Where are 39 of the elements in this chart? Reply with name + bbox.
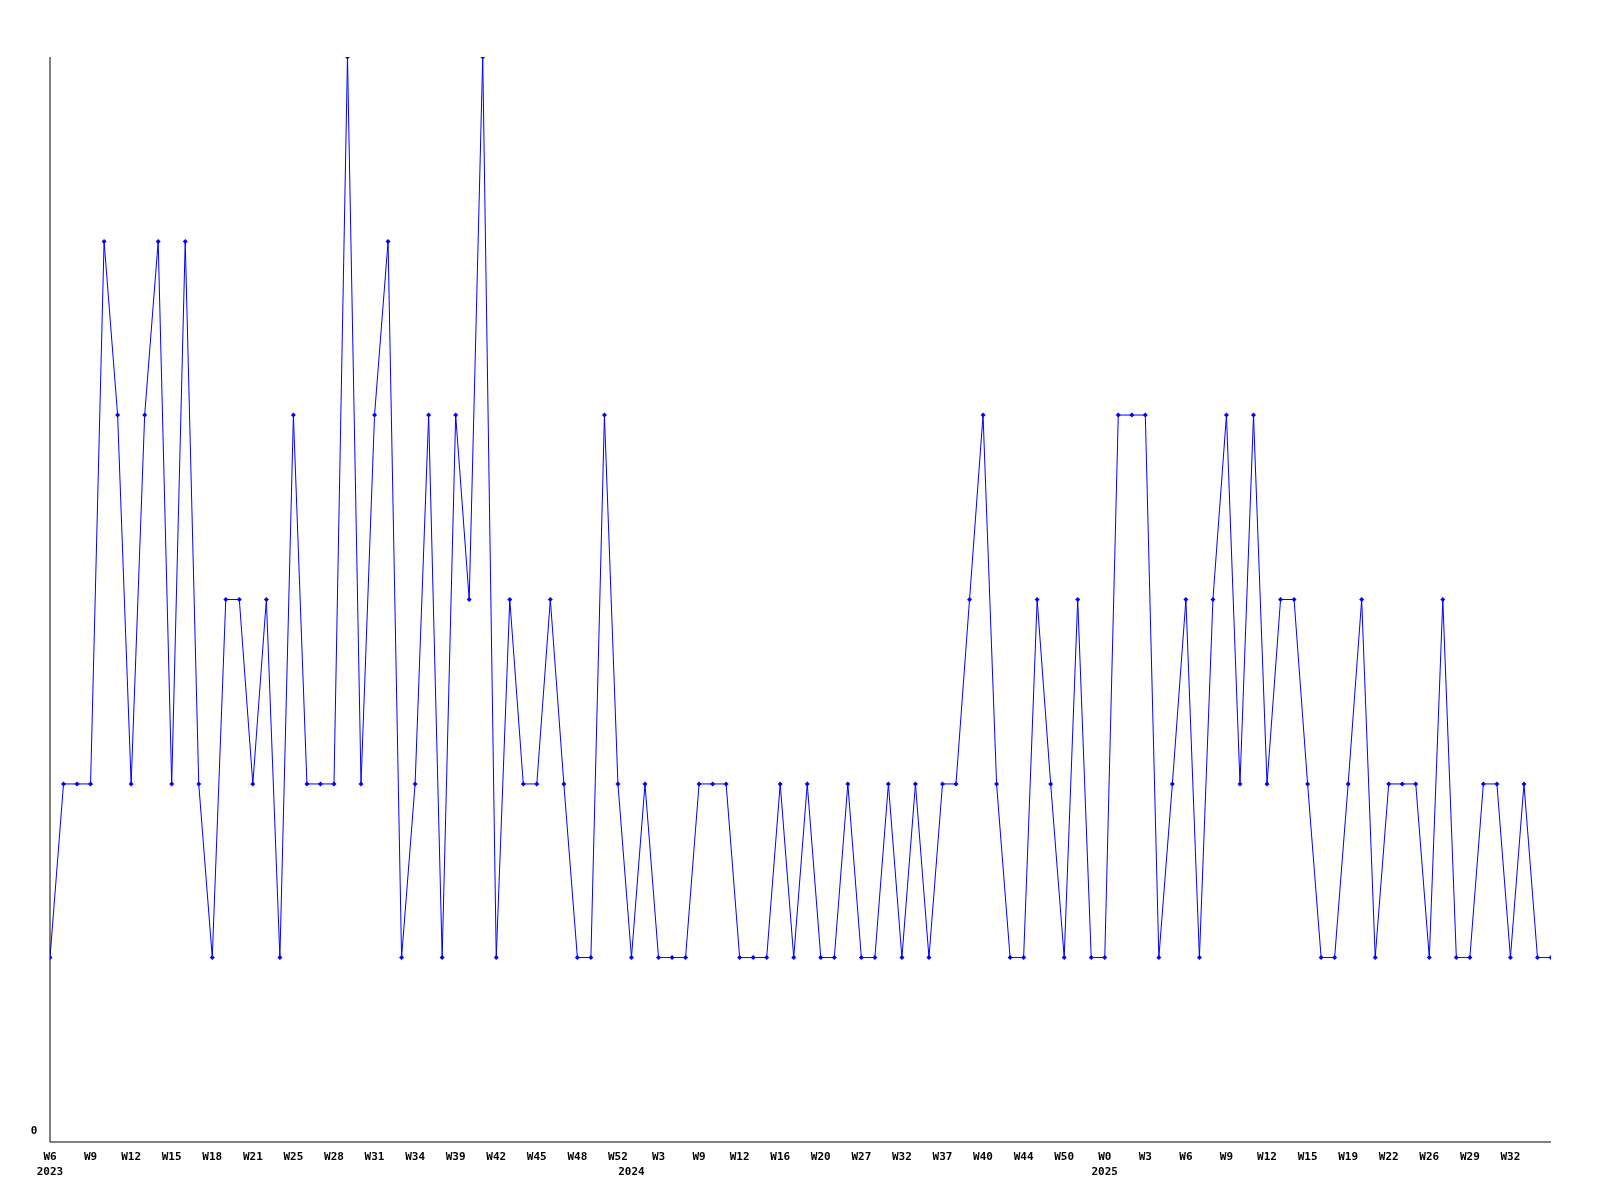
x-tick-label: W42 bbox=[486, 1150, 507, 1163]
x-tick-label: W32 bbox=[1500, 1150, 1521, 1163]
x-tick-label: W20 bbox=[810, 1150, 831, 1163]
x-tick-label: W9 bbox=[692, 1150, 706, 1163]
x-tick-label: W6 2023 bbox=[36, 1150, 64, 1178]
x-tick-label: W16 bbox=[770, 1150, 791, 1163]
x-tick-label: W45 bbox=[526, 1150, 547, 1163]
x-tick-label: W44 bbox=[1013, 1150, 1034, 1163]
x-tick-label: W26 bbox=[1419, 1150, 1440, 1163]
x-tick-label: W39 bbox=[445, 1150, 466, 1163]
text: 0 bbox=[30, 1124, 38, 1137]
x-tick-label: W15 bbox=[161, 1150, 182, 1163]
x-tick-label: W0 2025 bbox=[1091, 1150, 1119, 1178]
x-tick-label: W18 bbox=[202, 1150, 223, 1163]
x-tick-label: W25 bbox=[283, 1150, 304, 1163]
x-tick-label: W52 bbox=[608, 1150, 628, 1163]
x-tick-label: W22 bbox=[1378, 1150, 1399, 1163]
x-tick-label: W12 bbox=[729, 1150, 750, 1163]
x-tick-label: W50 bbox=[1054, 1150, 1075, 1163]
x-tick-label: W19 bbox=[1338, 1150, 1359, 1163]
x-tick-label: W29 bbox=[1459, 1150, 1480, 1163]
x-tick-label: W27 bbox=[851, 1150, 872, 1163]
x-tick-label: W9 bbox=[83, 1150, 98, 1163]
x-tick-label: W40 bbox=[973, 1150, 993, 1163]
x-tick-label: 2024 bbox=[618, 1165, 646, 1178]
x-tick-label: W9 bbox=[1219, 1150, 1234, 1163]
x-tick-label: W3 bbox=[651, 1150, 666, 1163]
x-tick-label: W32 bbox=[891, 1150, 912, 1163]
x-tick-label: W12 bbox=[1257, 1150, 1277, 1163]
x-tick-label: W37 bbox=[932, 1150, 953, 1163]
x-tick-label: W28 bbox=[324, 1150, 344, 1163]
x-tick-label: W31 bbox=[364, 1150, 385, 1163]
x-tick-label: W15 bbox=[1297, 1150, 1318, 1163]
x-tick-label: W21 bbox=[242, 1150, 264, 1163]
x-tick-label: W48 bbox=[567, 1150, 588, 1163]
x-tick-label: W3 bbox=[1138, 1150, 1152, 1163]
x-tick-label: W6 bbox=[1179, 1150, 1193, 1163]
x-tick-label: W34 bbox=[405, 1150, 426, 1163]
x-tick-label: W12 bbox=[121, 1150, 142, 1163]
